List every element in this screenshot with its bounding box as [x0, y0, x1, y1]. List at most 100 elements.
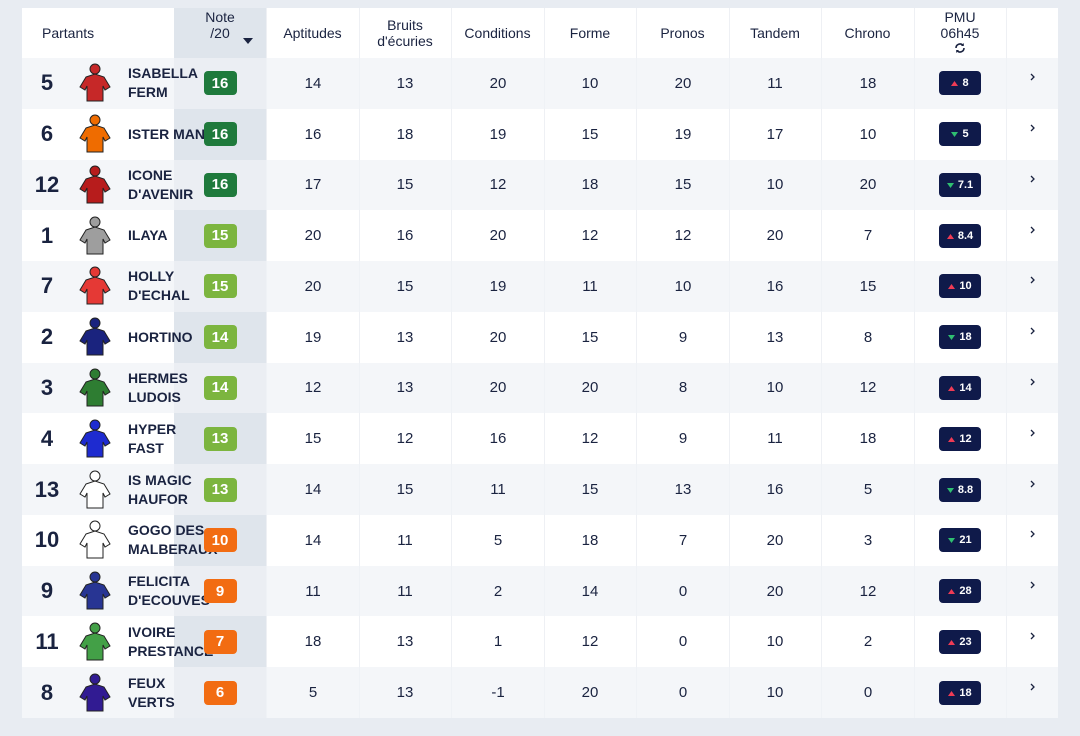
score-cell: 15: [581, 125, 599, 143]
score-cell: 18: [396, 125, 414, 143]
pmu-value: 21: [959, 534, 972, 547]
score-cell: 11: [305, 582, 321, 600]
trend-arrow: [948, 382, 956, 394]
score-cell: 20: [489, 74, 507, 92]
pmu-cell: 18: [914, 667, 1006, 718]
score-cell: 17: [304, 176, 322, 194]
table-row[interactable]: 5 ISABELLA FERM 16 14 13 20 10 20 11 18 8: [22, 58, 1058, 109]
row-chevron[interactable]: [1018, 407, 1048, 458]
header-label: Forme: [569, 25, 611, 41]
table-row[interactable]: 9 FELICITA D'ECOUVES 9 11 11 2 14 0 20 12 28: [22, 565, 1058, 617]
score-cell: 0: [678, 582, 688, 600]
table-row[interactable]: 13 IS MAGIC HAUFOR 13 14 15 11 15 13 16 5 8.8: [22, 464, 1058, 515]
pmu-odds[interactable]: 21: [939, 528, 981, 553]
pmu-value: 10: [959, 280, 972, 293]
jersey: [72, 312, 118, 363]
row-chevron[interactable]: [1018, 610, 1048, 661]
score-cell: 9: [678, 430, 688, 448]
score-cell: 20: [674, 74, 692, 92]
score-cell: 19: [489, 277, 507, 295]
score-cell: 7: [678, 531, 688, 549]
note-badge: 7: [203, 629, 237, 654]
column-header[interactable]: Note /20: [174, 8, 266, 58]
row-chevron[interactable]: [1018, 509, 1048, 560]
runner-name: GOGO DES MALBERAUX: [128, 522, 218, 558]
table-row[interactable]: 11 IVOIRE PRESTANCE 7 18 13 1 12 0 10 2 23: [22, 616, 1058, 667]
pmu-odds[interactable]: 5: [939, 122, 981, 147]
header-label: Bruits d'écuries: [377, 17, 433, 49]
row-chevron[interactable]: [1018, 52, 1048, 103]
table-row[interactable]: 4 HYPER FAST 13 15 12 16 12 9 11 18 12: [22, 413, 1058, 464]
column-header[interactable]: PMU 06h45: [914, 8, 1006, 58]
row-chevron[interactable]: [1018, 306, 1048, 357]
score-cell: 5: [863, 481, 873, 499]
runner-name: ILAYA: [128, 227, 168, 244]
pmu-value: 12: [959, 432, 972, 445]
pmu-value: 18: [959, 331, 972, 344]
table-row[interactable]: 2 HORTINO 14 19 13 20 15 9 13 8 18: [22, 312, 1058, 363]
pmu-odds[interactable]: 18: [939, 680, 981, 705]
runner-name: ISABELLA FERM: [128, 65, 198, 101]
table-row[interactable]: 3 HERMES LUDOIS 14 12 13 20 20 8 10 12 14: [22, 362, 1058, 414]
row-chevron[interactable]: [1018, 154, 1048, 205]
row-chevron[interactable]: [1018, 357, 1048, 408]
row-chevron[interactable]: [1018, 560, 1048, 611]
table-row[interactable]: 8 FEUX VERTS 6 5 13 -1 20 0 10 0 18: [22, 667, 1058, 718]
pmu-odds[interactable]: 8.8: [939, 477, 981, 502]
header-label: PMU 06h45: [940, 9, 980, 41]
pmu-cell: 23: [914, 616, 1006, 667]
table-row[interactable]: 7 HOLLY D'ECHAL 15 20 15 19 11 10 16 15 10: [22, 261, 1058, 312]
runner-number: 9: [40, 578, 54, 604]
pmu-cell: 8.4: [914, 210, 1006, 261]
row-chevron[interactable]: [1018, 255, 1048, 306]
score-cell: 12: [581, 227, 599, 245]
score-cell: 11: [397, 582, 413, 600]
pmu-value: 8: [962, 77, 969, 90]
score-cell: 12: [859, 379, 877, 397]
table-row[interactable]: 6 ISTER MAN 16 16 18 19 15 19 17 10 5: [22, 109, 1058, 160]
pmu-odds[interactable]: 8: [939, 71, 981, 96]
row-chevron[interactable]: [1018, 204, 1048, 255]
runner-number: 12: [34, 171, 60, 197]
table-row[interactable]: 1 ILAYA 15 20 16 20 12 12 20 7 8.4: [22, 210, 1058, 261]
score-cell: 16: [489, 430, 507, 448]
row-chevron[interactable]: [1018, 103, 1048, 154]
pmu-odds[interactable]: 8.4: [939, 223, 981, 248]
pmu-odds[interactable]: 12: [939, 426, 981, 451]
pmu-odds[interactable]: 23: [939, 629, 981, 654]
score-cell: 15: [581, 328, 599, 346]
header-label: Aptitudes: [283, 25, 342, 41]
pmu-odds[interactable]: 18: [939, 325, 981, 350]
note-cell: 7: [202, 616, 238, 667]
score-cell: 13: [766, 328, 784, 346]
score-cell: 2: [493, 582, 503, 600]
pmu-value: 8.8: [957, 483, 974, 496]
pmu-odds[interactable]: 7.1: [939, 172, 981, 197]
pmu-odds[interactable]: 14: [939, 375, 981, 400]
table-row[interactable]: 10 GOGO DES MALBERAUX 10 14 11 5 18 7 20 3 21: [22, 515, 1058, 566]
table-row[interactable]: 12 ICONE D'AVENIR 16 17 15 12 18 15 10 20 7.1: [22, 159, 1058, 211]
runner-number: 7: [40, 273, 54, 299]
score-cell: 20: [766, 227, 784, 245]
pmu-odds[interactable]: 28: [939, 579, 981, 604]
jersey: [72, 667, 118, 718]
score-cell: 20: [304, 277, 322, 295]
score-cell: 12: [396, 430, 414, 448]
score-cell: 14: [304, 481, 322, 499]
note-cell: 14: [202, 312, 238, 363]
jersey: [72, 58, 118, 109]
row-chevron[interactable]: [1018, 661, 1048, 712]
score-cell: 15: [581, 481, 599, 499]
row-chevron[interactable]: [1018, 458, 1048, 509]
score-cell: 2: [863, 633, 873, 651]
header-label: Partants: [42, 25, 95, 41]
pmu-odds[interactable]: 10: [939, 274, 981, 299]
jersey: [72, 566, 118, 617]
score-cell: 18: [859, 74, 877, 92]
header-label: Conditions: [464, 25, 531, 41]
score-cell: 20: [766, 531, 784, 549]
score-cell: 14: [304, 74, 322, 92]
score-cell: 12: [859, 582, 877, 600]
column-header: Partants: [22, 8, 172, 58]
score-cell: 16: [766, 277, 784, 295]
